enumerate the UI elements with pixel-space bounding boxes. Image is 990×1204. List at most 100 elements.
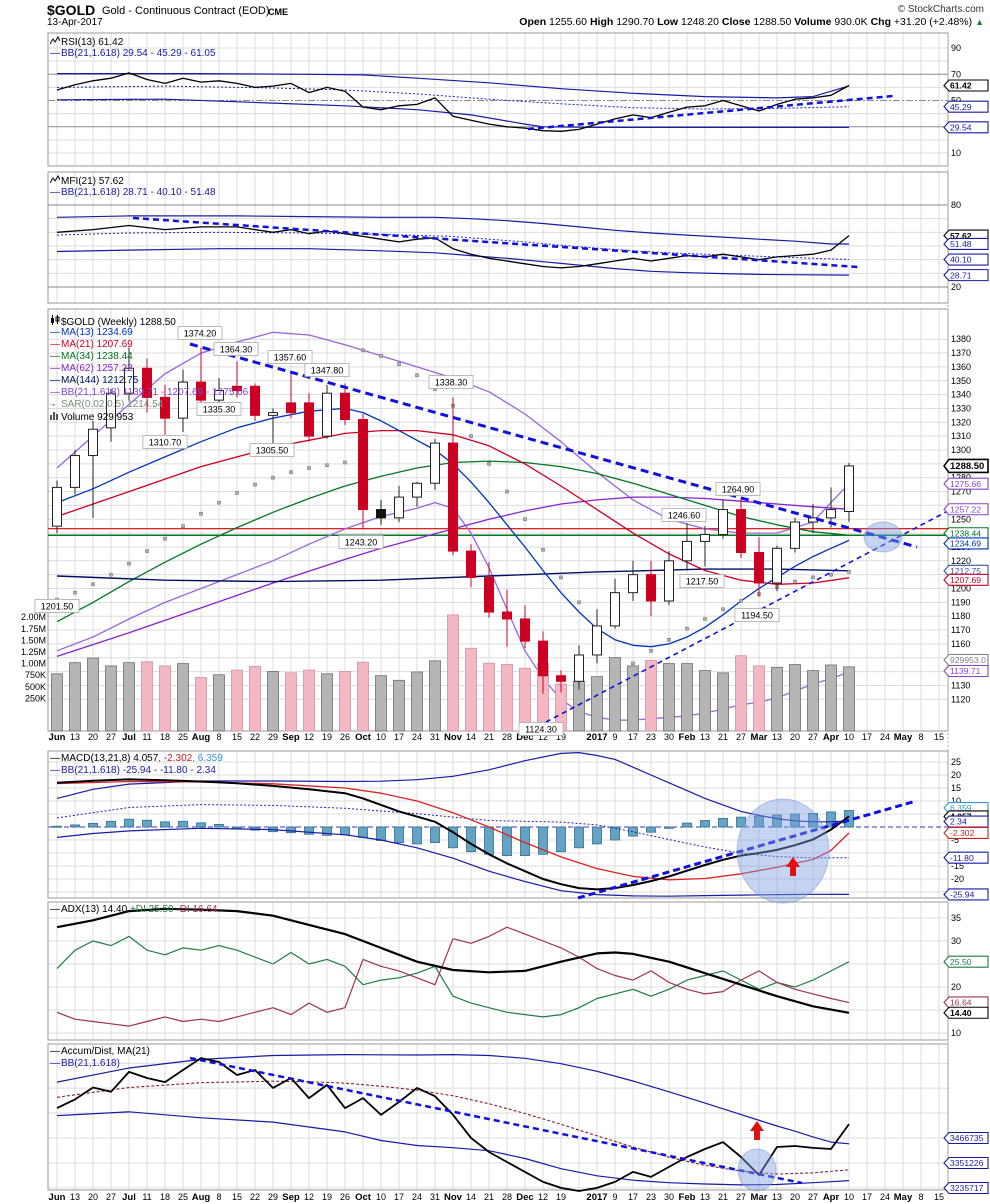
svg-text:10: 10	[376, 732, 386, 742]
macd-bb-lower	[56, 827, 850, 897]
svg-text:Dec: Dec	[516, 1192, 533, 1203]
volume-bars	[51, 614, 855, 732]
legend-row: —MA(34) 1238.44	[50, 351, 248, 363]
legend-text: MA(62) 1257.22	[61, 363, 133, 374]
svg-text:8: 8	[216, 732, 221, 742]
svg-text:10: 10	[844, 1192, 854, 1202]
svg-text:25: 25	[951, 757, 961, 767]
rsi-bb-lower	[56, 98, 849, 129]
svg-text:24: 24	[412, 732, 422, 742]
legend-text: Accum/Dist, MA(21)	[61, 1046, 150, 1057]
svg-text:20: 20	[951, 770, 961, 780]
svg-text:40.10: 40.10	[950, 255, 972, 265]
legend-text: BB(21,1.618) 29.54 - 45.29 - 61.05	[61, 48, 216, 59]
axis-labels: 1380137013601350134013301320131013001280…	[21, 43, 989, 1203]
svg-text:8: 8	[918, 732, 923, 742]
legend-main: $GOLD (Weekly) 1288.50 —MA(13) 1234.69 —MA…	[50, 315, 248, 423]
legend-text: BB(21,1.618) -25.94 - -11.80 - 2.34	[61, 765, 216, 776]
legend-text: +DI 25.50	[129, 904, 177, 915]
svg-text:1217.50: 1217.50	[686, 576, 719, 586]
svg-text:19: 19	[556, 1192, 566, 1202]
svg-text:Oct: Oct	[355, 732, 372, 743]
chart-date: 13-Apr-2017	[47, 17, 103, 28]
svg-text:18: 18	[160, 732, 170, 742]
svg-text:20: 20	[88, 732, 98, 742]
ad-highlight	[737, 1148, 777, 1192]
svg-text:1320: 1320	[951, 417, 971, 427]
svg-text:19: 19	[322, 1192, 332, 1202]
quote-label: Chg	[870, 16, 891, 28]
legend-text: BB(21,1.618) 28.71 - 40.10 - 51.48	[61, 187, 216, 198]
ad-trendline	[189, 1056, 803, 1185]
line-swatch-icon: —	[50, 363, 60, 374]
line-swatch-icon: —	[50, 48, 60, 59]
legend-row: —MA(62) 1257.22	[50, 363, 248, 375]
legend-text: BB(21,1.618) 1139.71 - 1207.69 - 1275.66	[61, 387, 249, 398]
svg-text:27: 27	[736, 1192, 746, 1202]
svg-text:17: 17	[394, 732, 404, 742]
svg-text:10: 10	[951, 796, 961, 806]
svg-text:1338.30: 1338.30	[435, 377, 468, 387]
svg-text:15: 15	[951, 783, 961, 793]
accum-dist-line	[56, 1057, 850, 1192]
svg-text:10: 10	[951, 1028, 961, 1038]
svg-text:929953.0: 929953.0	[950, 655, 986, 665]
svg-text:12: 12	[538, 732, 548, 742]
quote-value: 1248.20	[681, 16, 719, 28]
legend-row: —BB(21,1.618) -25.94 - -11.80 - 2.34	[50, 765, 223, 777]
legend-row: —BB(21,1.618) 29.54 - 45.29 - 61.05	[50, 48, 216, 60]
svg-text:1335.30: 1335.30	[203, 404, 236, 414]
svg-text:25.50: 25.50	[950, 957, 972, 967]
svg-text:29.54: 29.54	[950, 123, 972, 133]
axis-value-box	[943, 955, 989, 968]
svg-text:Jul: Jul	[122, 732, 136, 743]
line-swatch-icon: —	[50, 753, 60, 764]
svg-text:31: 31	[430, 1192, 440, 1202]
svg-text:19: 19	[322, 732, 332, 742]
svg-text:-15: -15	[951, 861, 964, 871]
svg-text:8: 8	[918, 1192, 923, 1202]
svg-text:61.42: 61.42	[950, 81, 972, 91]
svg-text:21: 21	[484, 1192, 494, 1202]
svg-text:Apr: Apr	[823, 1192, 840, 1203]
svg-text:-11.80: -11.80	[950, 853, 974, 863]
quote-value: 1255.60	[549, 16, 588, 28]
svg-text:29: 29	[268, 732, 278, 742]
legend-row: RSI(13) 61.42	[49, 35, 216, 48]
svg-text:1180: 1180	[951, 611, 970, 621]
axis-value-box	[943, 269, 989, 282]
axis-value-box	[943, 253, 989, 266]
legend-row: —MACD(13,21,8) 4.057, -2.302, 6.359	[50, 753, 223, 765]
svg-text:1370: 1370	[951, 348, 971, 358]
minus-di-line	[56, 926, 850, 1027]
svg-text:2.00M: 2.00M	[21, 612, 46, 622]
legend-mfi: MFI(21) 57.62 —BB(21,1.618) 28.71 - 40.10…	[49, 174, 216, 199]
line-swatch-icon: —	[50, 351, 60, 362]
quote-label: Low	[657, 16, 679, 28]
svg-text:1160: 1160	[951, 639, 970, 649]
quote-label: Close	[721, 16, 751, 28]
svg-text:29: 29	[268, 1192, 278, 1202]
svg-text:2017: 2017	[586, 732, 607, 743]
svg-text:25: 25	[178, 732, 188, 742]
quote-label: Volume	[794, 16, 832, 28]
svg-text:1257.22: 1257.22	[950, 504, 981, 514]
svg-text:27: 27	[808, 732, 818, 742]
indicator-icon	[49, 174, 61, 188]
axis-value-box	[943, 1181, 989, 1195]
svg-text:Aug: Aug	[192, 1192, 211, 1203]
legend-text: MA(21) 1207.69	[61, 339, 133, 350]
legend-row: $GOLD (Weekly) 1288.50	[50, 315, 248, 328]
svg-text:May: May	[894, 1192, 913, 1203]
ad-up-arrow	[750, 1121, 764, 1140]
svg-text:27: 27	[106, 1192, 116, 1202]
svg-text:1207.69: 1207.69	[950, 575, 981, 585]
instrument-name: Gold - Continuous Contract (EOD)	[102, 5, 270, 17]
svg-text:57.62: 57.62	[950, 231, 972, 241]
svg-text:24: 24	[880, 1192, 890, 1202]
svg-text:1264.90: 1264.90	[722, 484, 755, 494]
legend-text: Volume 929,953	[61, 412, 134, 423]
svg-text:12: 12	[304, 732, 314, 742]
axis-value-box	[943, 527, 989, 540]
